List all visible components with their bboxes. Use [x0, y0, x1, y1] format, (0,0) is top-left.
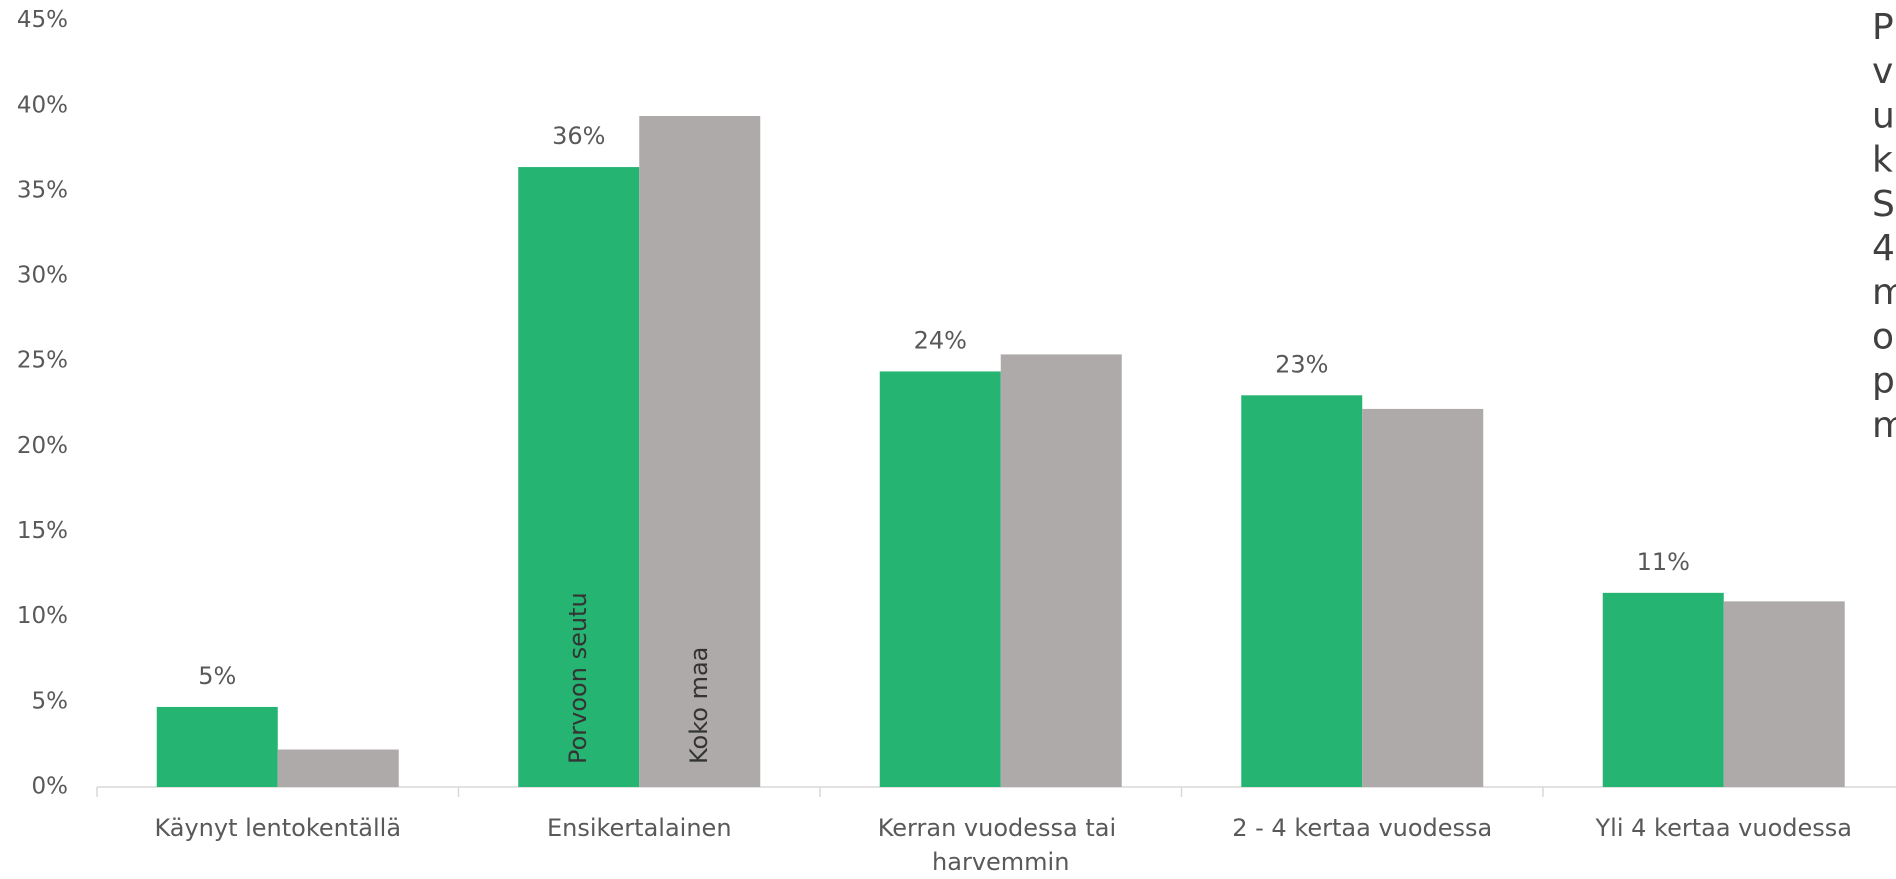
- data-label: 5%: [198, 662, 236, 690]
- y-tick-label: 40%: [17, 92, 68, 118]
- annotation: m: [1872, 405, 1896, 446]
- legend-label: Porvoon seutu: [564, 592, 592, 764]
- data-label: 36%: [552, 122, 605, 150]
- y-tick-label: 5%: [32, 688, 69, 714]
- annotation: v: [1872, 51, 1893, 92]
- bar: [1723, 601, 1845, 787]
- y-tick-label: 15%: [17, 518, 68, 544]
- bar: [1000, 354, 1122, 787]
- bar: [879, 371, 1001, 787]
- bar: [518, 167, 640, 787]
- y-tick-label: 0%: [32, 774, 69, 800]
- annotation: p: [1872, 361, 1895, 402]
- x-tick-label-line: harvemmin: [932, 848, 1069, 876]
- annotation: 4: [1872, 228, 1895, 269]
- annotation: P: [1872, 7, 1894, 48]
- bar: [639, 115, 761, 787]
- bar: [156, 706, 278, 787]
- y-tick-label: 10%: [17, 603, 68, 629]
- bar: [1241, 395, 1363, 787]
- annotation: S: [1872, 184, 1895, 225]
- x-tick-label-line: Kerran vuodessa tai: [878, 814, 1124, 842]
- annotation: o: [1872, 316, 1894, 357]
- x-tick-label: Käynyt lentokentällä: [154, 814, 401, 842]
- x-tick-label: Kerran vuodessa tai harvemmin: [878, 814, 1124, 876]
- legend-label: Koko maa: [685, 647, 713, 764]
- y-tick-label: 25%: [17, 348, 68, 374]
- x-tick-label: Ensikertalainen: [547, 814, 732, 842]
- y-tick-label: 30%: [17, 263, 68, 289]
- y-tick-label: 20%: [17, 433, 68, 459]
- data-label: 11%: [1637, 548, 1690, 576]
- annotation: u: [1872, 95, 1895, 136]
- data-label: 24%: [914, 326, 967, 354]
- y-tick-label: 35%: [17, 177, 68, 203]
- bar: [1602, 592, 1724, 787]
- x-tick-label: Yli 4 kertaa vuodessa: [1595, 814, 1852, 842]
- x-tick-label: 2 - 4 kertaa vuodessa: [1232, 814, 1492, 842]
- y-tick-label: 45%: [17, 7, 68, 33]
- annotation: m: [1872, 272, 1896, 313]
- bar: [277, 749, 399, 787]
- bar: [1362, 408, 1484, 787]
- data-label: 23%: [1275, 350, 1328, 378]
- annotation: k: [1872, 140, 1893, 181]
